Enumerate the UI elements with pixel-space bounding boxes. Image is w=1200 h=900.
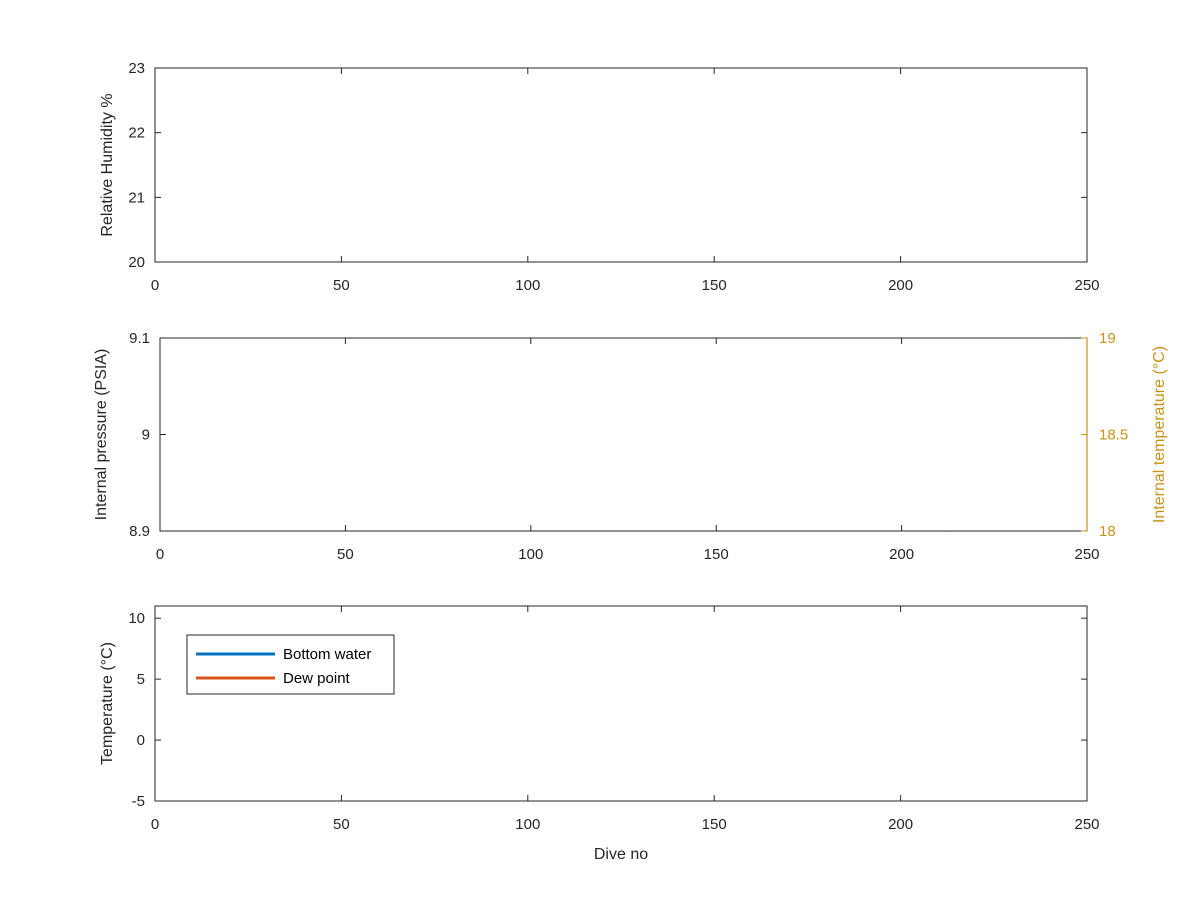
x-tick-label: 250: [1074, 816, 1099, 833]
legend: Bottom water Dew point: [186, 634, 395, 695]
x-tick-label: 250: [1074, 546, 1099, 563]
y-tick-label: 9: [142, 427, 150, 444]
x-tick-label: 150: [704, 546, 729, 563]
x-tick-label: 150: [702, 277, 727, 294]
y2-tick-label: 18.5: [1099, 427, 1128, 444]
x-tick-label: 150: [702, 816, 727, 833]
x-tick-label: 100: [518, 546, 543, 563]
x-tick-label: 200: [888, 277, 913, 294]
x-tick-label: 200: [888, 816, 913, 833]
x-tick-label: 100: [515, 816, 540, 833]
y-axis-label: Relative Humidity %: [99, 93, 116, 236]
y2-tick-label: 18: [1099, 523, 1116, 540]
y-tick-label: 22: [128, 125, 145, 142]
x-tick-label: 0: [151, 816, 159, 833]
legend-box: [186, 634, 395, 695]
y-tick-label: -5: [132, 793, 145, 810]
axes-frame: [154, 67, 1088, 263]
y-tick-label: 20: [128, 254, 145, 271]
axes-frame: [159, 337, 1088, 532]
y-tick-label: 5: [137, 671, 145, 688]
y-tick-label: 8.9: [129, 523, 150, 540]
y-tick-label: 0: [137, 732, 145, 749]
x-tick-label: 0: [156, 546, 164, 563]
y-tick-label: 21: [128, 189, 145, 206]
x-axis-label: Dive no: [594, 846, 648, 863]
y-tick-label: 9.1: [129, 330, 150, 347]
x-tick-label: 50: [333, 816, 350, 833]
x-tick-label: 50: [337, 546, 354, 563]
legend-label: Bottom water: [283, 646, 371, 663]
y2-axis-label: Internal temperature (°C): [1151, 346, 1168, 523]
x-tick-label: 200: [889, 546, 914, 563]
panel-2: 0 50 100 150 200 250 8.9 9 9.1 Internal pressure …: [93, 330, 1168, 563]
y-tick-label: 23: [128, 60, 145, 77]
x-tick-label: 250: [1074, 277, 1099, 294]
panel-3: 0 50 100 150 200 250 -5 0 5 10 Temperature (°C) Div…: [99, 605, 1100, 863]
y-axis-label: Internal pressure (PSIA): [93, 349, 110, 521]
x-tick-label: 100: [515, 277, 540, 294]
y-tick-label: 10: [128, 610, 145, 627]
legend-label: Dew point: [283, 670, 351, 687]
y2-tick-label: 19: [1099, 330, 1116, 347]
y-axis-label: Temperature (°C): [99, 642, 116, 765]
x-tick-label: 50: [333, 277, 350, 294]
panel-1: 0 50 100 150 200 250 20 21 22 23 Relative Humidity…: [99, 60, 1100, 294]
x-tick-label: 0: [151, 277, 159, 294]
